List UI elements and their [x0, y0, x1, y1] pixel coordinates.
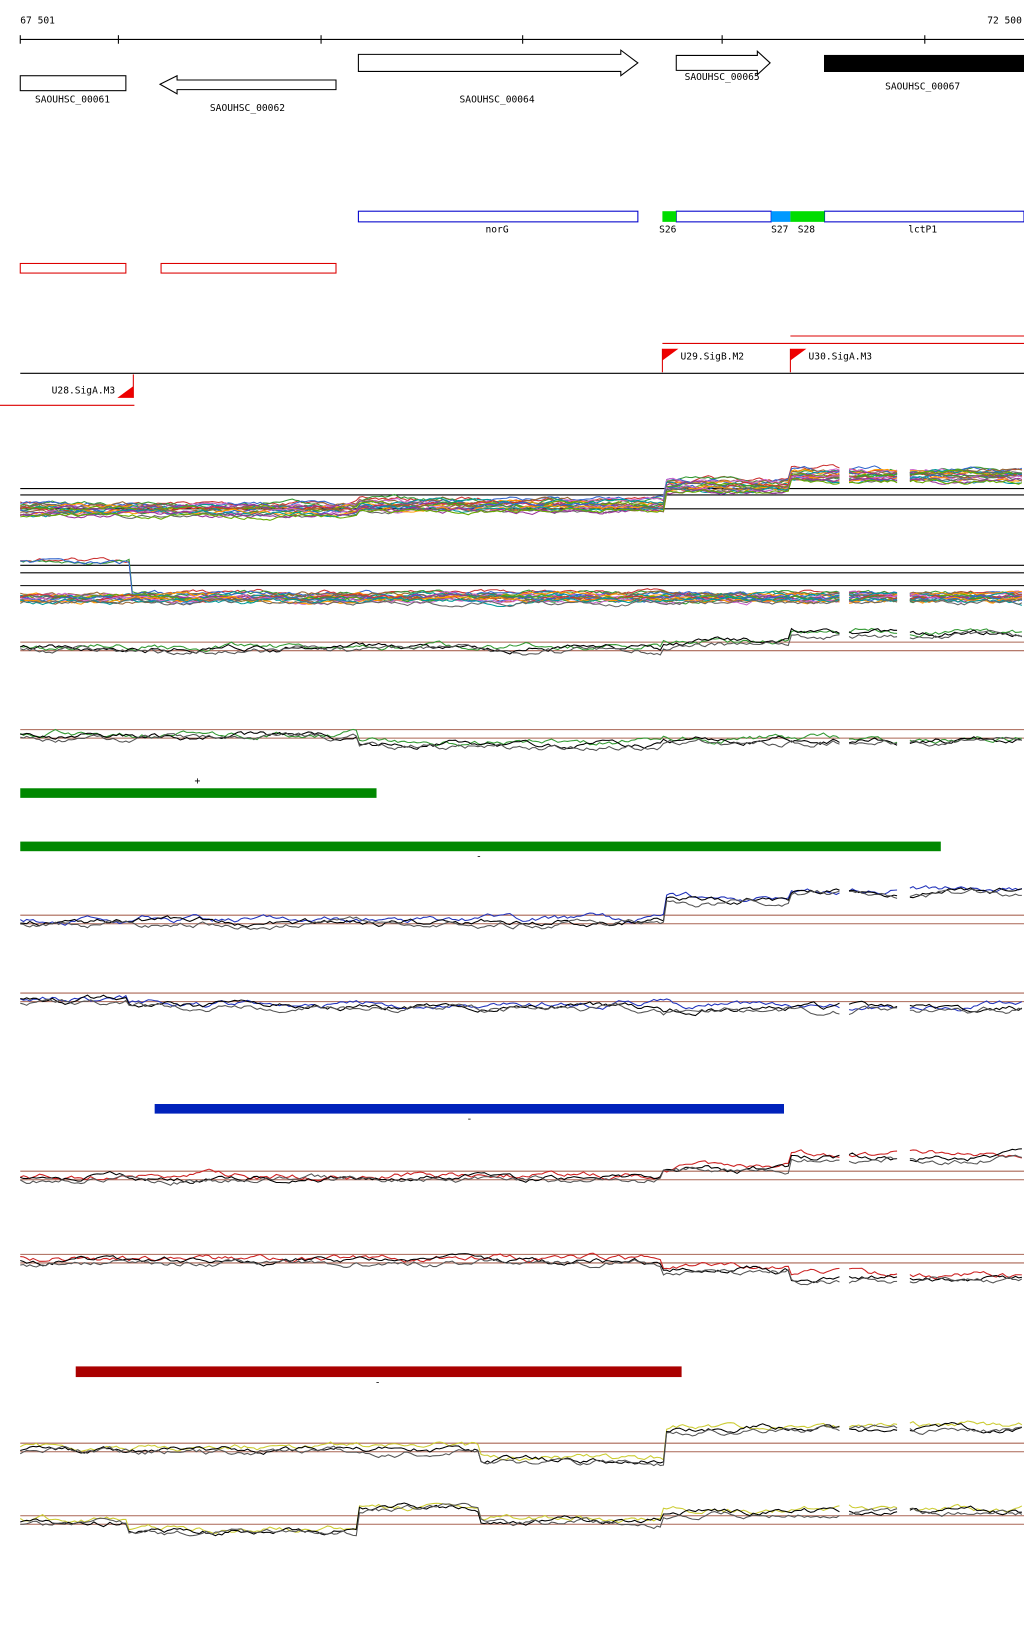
trace [20, 1253, 1022, 1284]
strand-mark: - [375, 1378, 381, 1389]
gene-label: SAOUHSC_00061 [35, 94, 110, 105]
gene-label: SAOUHSC_00065 [685, 72, 760, 83]
trace [20, 998, 1023, 1016]
gene-label: SAOUHSC_00064 [460, 94, 535, 105]
strand-mark: - [476, 852, 482, 863]
trace [20, 629, 1023, 656]
trace [20, 1252, 1022, 1280]
trace [20, 557, 1022, 598]
trace [20, 478, 1023, 521]
trace [20, 597, 1023, 608]
gene-label: SAOUHSC_00067 [885, 82, 960, 93]
trace [20, 1420, 1023, 1462]
segment-label: S27 [771, 225, 789, 236]
trace [20, 1258, 1023, 1286]
ruler-end: 72 500 [987, 15, 1022, 26]
segments [357, 210, 1024, 223]
segment-label: lctP1 [908, 225, 937, 236]
trace [20, 994, 1023, 1012]
promoters [0, 335, 1024, 406]
strand-mark: + [194, 776, 200, 787]
gene-label: SAOUHSC_00062 [210, 103, 285, 114]
expression-traces [19, 464, 1024, 1537]
segment-label: S26 [659, 225, 677, 236]
genes [19, 49, 1024, 95]
promoter-label: U29.SigB.M2 [681, 351, 745, 362]
trace [20, 1502, 1023, 1537]
segment-label: S28 [798, 225, 816, 236]
trace [20, 1502, 1022, 1537]
trace [19, 885, 1023, 926]
trace [20, 1149, 1022, 1182]
promoter-label: U30.SigA.M3 [809, 351, 873, 362]
trace [20, 1154, 1022, 1186]
trace [20, 888, 1022, 931]
ruler: 67 501 72 500 [19, 15, 1024, 44]
trace [19, 1502, 1023, 1534]
segment-label: norG [486, 225, 509, 236]
trace [20, 731, 1022, 752]
condition-bars [20, 788, 941, 1378]
red-boxes [19, 262, 337, 274]
ruler-start: 67 501 [20, 15, 55, 26]
trace [20, 1424, 1022, 1467]
strand-mark: - [466, 1114, 472, 1125]
trace [20, 627, 1022, 653]
promoter-label: U28.SigA.M3 [52, 386, 116, 397]
